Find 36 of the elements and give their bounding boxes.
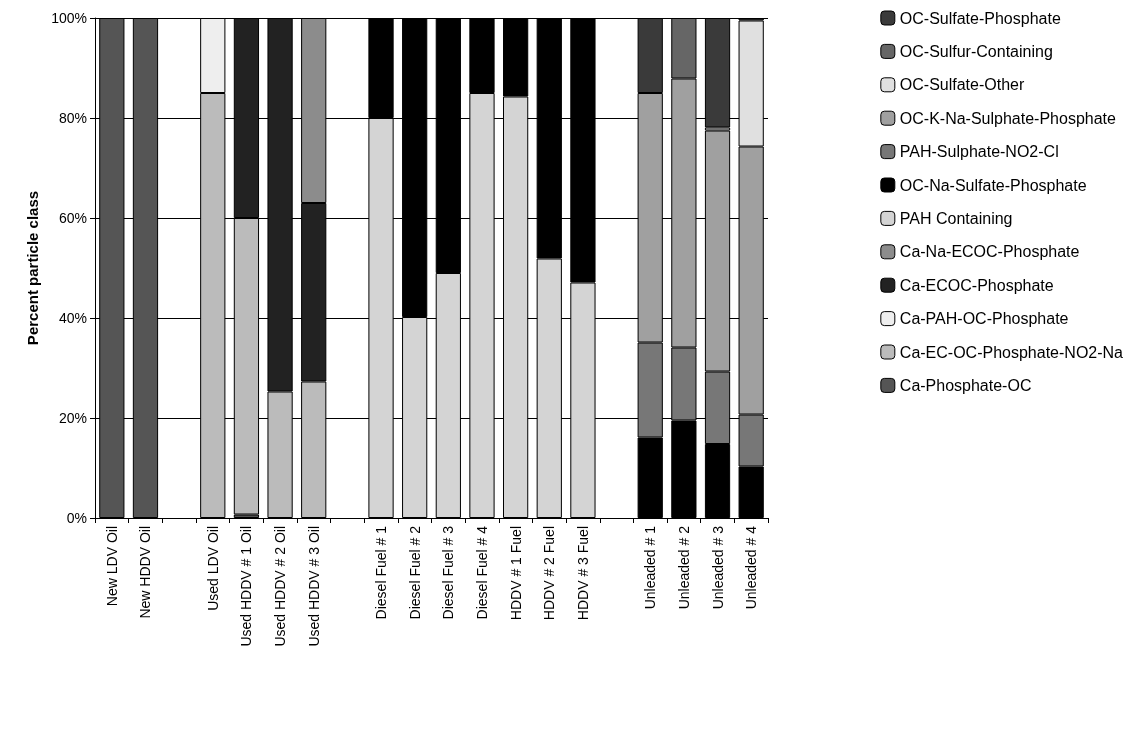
y-tick-label: 100%: [51, 10, 87, 26]
legend-label: Ca-EC-OC-Phosphate-NO2-Na: [899, 343, 1124, 361]
x-tick-label: Used HDDV # 1 Oil: [238, 526, 255, 647]
legend-label: PAH Containing: [899, 209, 1013, 227]
legend-label: Ca-PAH-OC-Phosphate: [899, 310, 1069, 328]
legend-label: OC-Sulfate-Phosphate: [899, 9, 1061, 27]
x-tick-label: Used LDV Oil: [204, 526, 221, 611]
y-tick-label: 60%: [58, 210, 87, 226]
x-tick-label: Unleaded # 3: [709, 525, 726, 610]
x-tick-label: Unleaded # 4: [743, 525, 760, 610]
legend-label: OC-K-Na-Sulphate-Phosphate: [899, 109, 1117, 127]
x-tick-label: Used HDDV # 3 Oil: [305, 526, 322, 647]
legend-label: OC-Sulfur-Containing: [899, 42, 1053, 60]
legend-label: PAH-Sulphate-NO2-Cl: [899, 143, 1059, 161]
x-tick-label: Diesel Fuel # 3: [440, 525, 457, 620]
x-tick-label: New LDV Oil: [103, 526, 120, 607]
legend-label: OC-Na-Sulfate-Phosphate: [899, 176, 1087, 194]
x-tick-label: Diesel Fuel # 2: [406, 525, 423, 620]
x-tick-label: Diesel Fuel # 4: [473, 525, 490, 620]
x-tick-label: HDDV # 1 Fuel: [507, 526, 524, 621]
x-tick-label: HDDV # 2 Fuel: [541, 526, 558, 621]
x-tick-label: Diesel Fuel # 1: [373, 525, 390, 620]
x-tick-label: Unleaded # 2: [675, 525, 692, 610]
x-tick-label: Unleaded # 1: [642, 525, 659, 610]
y-tick-label: 80%: [58, 110, 87, 126]
y-tick-label: 20%: [58, 410, 87, 426]
legend-label: Ca-Phosphate-OC: [899, 376, 1032, 394]
legend-label: OC-Sulfate-Other: [899, 76, 1025, 94]
y-axis-title: Percent particle class: [24, 190, 41, 346]
x-tick-label: New HDDV Oil: [137, 526, 154, 619]
y-tick-label: 40%: [58, 310, 87, 326]
x-tick-label: HDDV # 3 Fuel: [574, 526, 591, 621]
x-tick-label: Used HDDV # 2 Oil: [272, 526, 289, 647]
legend-label: Ca-ECOC-Phosphate: [899, 276, 1054, 294]
y-tick-label: 0%: [66, 510, 87, 526]
legend-label: Ca-Na-ECOC-Phosphate: [899, 243, 1080, 261]
